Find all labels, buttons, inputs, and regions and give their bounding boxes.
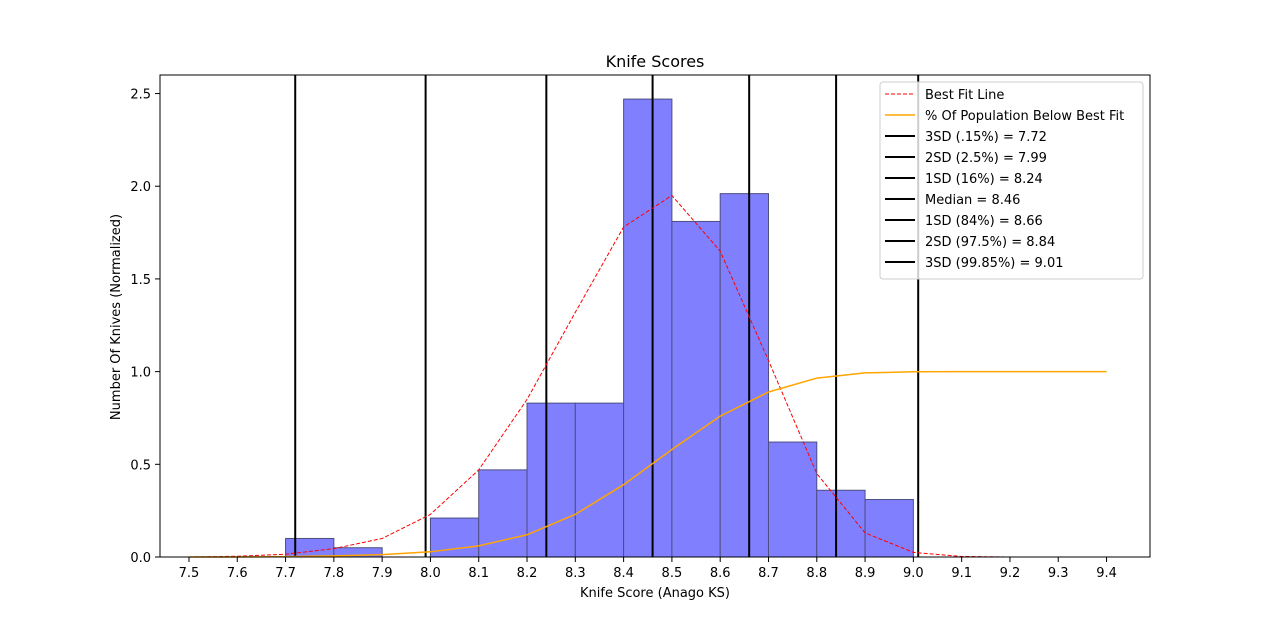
x-axis-title: Knife Score (Anago KS) [580,586,730,601]
y-tick-label: 0.5 [130,458,151,473]
y-axis-title: Number Of Knives (Normalized) [109,214,124,420]
y-tick-label: 2.5 [130,88,151,103]
axes: 7.5 7.6 7.7 7.8 7.9 8.0 8.1 8.2 8.3 8.4 8.5 8.6 8.7 8… [130,74,1151,581]
x-tick-label: 9.2 [1000,566,1021,581]
y-tick-label: 2.0 [130,180,151,195]
axes-frame [159,74,1151,558]
plot-area [188,75,1107,558]
x-tick-label: 8.1 [468,566,489,581]
x-tick-label: 7.7 [275,566,296,581]
x-tick-label: 8.8 [806,566,827,581]
x-tick-label: 8.6 [710,566,731,581]
histogram-bar [719,193,769,558]
histogram-bar [574,402,625,558]
y-tick-label: 1.5 [130,273,151,288]
legend: Best Fit Line % Of Population Below Best … [879,81,1144,280]
x-tick-label: 8.7 [758,566,779,581]
x-tick-label: 7.8 [324,566,345,581]
best-fit-line [188,194,1107,558]
histogram-bar [864,499,914,558]
histogram-bar [623,98,673,558]
population-cdf-line [188,370,1107,558]
legend-label: 3SD (.15%) = 7.72 [925,130,1047,145]
legend-label: Median = 8.46 [925,193,1020,208]
y-tick-label: 1.0 [130,366,151,381]
x-tick-label: 7.6 [227,566,248,581]
y-tick-label: 0.0 [130,551,151,566]
chart-title: Knife Scores [606,52,705,71]
x-tick-label: 9.0 [903,566,924,581]
histogram-bar [478,469,528,558]
x-tick-label: 9.1 [951,566,972,581]
x-tick-label: 7.9 [372,566,393,581]
legend-label: 3SD (99.85%) = 9.01 [925,256,1063,271]
legend-label: Best Fit Line [925,88,1004,103]
histogram-bar [767,441,818,558]
legend-label: 2SD (97.5%) = 8.84 [925,235,1055,250]
x-tick-label: 8.2 [517,566,538,581]
histogram-bar [671,220,721,558]
histogram-bar [526,402,576,558]
x-tick-label: 8.5 [662,566,683,581]
x-tick-label: 8.0 [420,566,441,581]
legend-label: % Of Population Below Best Fit [925,109,1124,124]
x-tick-label: 9.4 [1096,566,1117,581]
legend-label: 2SD (2.5%) = 7.99 [925,151,1047,166]
x-tick-label: 9.3 [1048,566,1069,581]
x-tick-label: 7.5 [179,566,200,581]
x-tick-label: 8.9 [855,566,876,581]
x-tick-label: 8.3 [565,566,586,581]
histogram-bar [285,537,335,558]
legend-label: 1SD (16%) = 8.24 [925,172,1043,187]
x-tick-label: 8.4 [613,566,634,581]
legend-label: 1SD (84%) = 8.66 [925,214,1043,229]
legend-box [879,81,1144,280]
